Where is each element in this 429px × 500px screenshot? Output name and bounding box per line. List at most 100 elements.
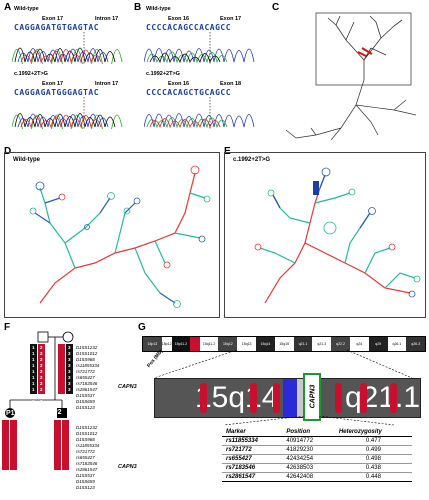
allele: 2 [40, 387, 43, 392]
capn3-gene-label: CAPN3 [309, 384, 317, 409]
panel-label-d: D [4, 146, 12, 157]
rna-structure-wt [29, 165, 211, 308]
panel-label-f: F [4, 322, 11, 333]
allele: 3 [68, 387, 71, 392]
het-cell: 0.438 [365, 465, 381, 471]
panel-label-e: E [224, 146, 231, 157]
exon17-label-b: Exon 17 [220, 16, 242, 22]
table-row: rs7183546 42638503 0.438 [222, 464, 412, 473]
wt-label-d: Wild-type [13, 157, 40, 163]
allele: 2 [40, 381, 43, 386]
ideo-band: 15p11.2 [171, 337, 191, 351]
het-cell: 0.499 [365, 447, 381, 453]
allele: 1 [32, 357, 35, 362]
position-cell: 42434254 [286, 456, 314, 462]
band-15q14-label: 15q14 [195, 381, 279, 414]
marker-cell: rs7183546 [226, 465, 256, 471]
marker-cell: rs721772 [226, 447, 252, 453]
marker-label: rs7183546 [76, 381, 98, 386]
ideo-band: 15q11.2 [199, 337, 219, 351]
ideo-band: 15q13 [237, 337, 257, 351]
marker-pin [335, 383, 342, 413]
marker-list-parents: D15S1232 D15S1012 D15S968 rs11855334 rs7… [76, 345, 99, 411]
rna-structure-wt-frame: Wild-type [4, 152, 220, 318]
allele: 2 [40, 357, 43, 362]
ideo-band: q21.1 [293, 337, 313, 351]
exon17-label-a: Exon 17 [42, 16, 64, 22]
marker-label: D15S123 [76, 405, 95, 410]
allele: 2 [40, 369, 43, 374]
exon16-label-b: Exon 16 [168, 16, 190, 22]
wt-sequence-a: CAGGAGATGTGAGTAC [14, 23, 100, 32]
allele: 3 [68, 375, 71, 380]
table-row: rs2861547 42642408 0.448 [222, 473, 412, 482]
position-cell: 40914772 [286, 438, 314, 444]
p1-label: P1 [6, 410, 15, 417]
ideo-band: 15p12 [161, 337, 172, 351]
marker-pin [360, 383, 367, 413]
ideo-band: 15p13 [143, 337, 162, 351]
allele: 3 [68, 369, 71, 374]
allele: 1 [32, 387, 35, 392]
mut-sequence-a: CAGGAGATGGGAGTAC [14, 88, 100, 97]
ideo-band: 15q15 [274, 337, 294, 351]
col-position: Position [286, 429, 311, 435]
marker-label: D15S537 [76, 393, 95, 398]
chromatogram-mut-a [12, 97, 123, 129]
marker-pin [273, 383, 280, 413]
ideo-band: 15q14 [256, 337, 275, 351]
ideo-band: 15q12 [218, 337, 238, 351]
col-marker: Marker [226, 429, 246, 435]
marker-label: rs2861547 [76, 467, 98, 472]
marker-label: rs7183546 [76, 461, 98, 466]
marker-label: rs655427 [76, 375, 95, 380]
marker-label: D15S968 [76, 357, 95, 362]
exon16-label-b-mut: Exon 16 [168, 81, 190, 87]
panel-label-g: G [138, 322, 146, 333]
allele: 2 [40, 375, 43, 380]
marker-table: Marker Position Heterozygosity rs1185533… [222, 428, 412, 482]
allele: 3 [68, 345, 71, 350]
allele: 1 [32, 363, 35, 368]
allele: 3 [68, 381, 71, 386]
marker-label: D15S659 [76, 399, 95, 404]
marker-label: D15S968 [76, 437, 95, 442]
region-bar: 15q14 q21.1 CAPN3 [154, 373, 421, 421]
splicing-tree-overview [285, 12, 417, 141]
chromatogram-mut-b [144, 97, 255, 129]
capn3-label-parents: CAPN3 [118, 384, 137, 390]
table-row: rs655427 42434254 0.498 [222, 455, 412, 464]
intron17-label-a-mut: Intron 17 [95, 81, 119, 87]
ideo-band: q21.3 [312, 337, 332, 351]
allele: 1 [32, 351, 35, 356]
marker-pin [200, 383, 207, 413]
mut-label-b: c.1992+2T>G [146, 71, 180, 77]
marker-label: rs2861547 [76, 387, 98, 392]
mut-sequence-b: CCCCACAGCTGCAGCC [146, 88, 232, 97]
allele: 2 [40, 345, 43, 350]
allele: 3 [68, 351, 71, 356]
marker-list-p2: D15S1232 D15S1012 D15S968 rs11855334 rs7… [76, 425, 99, 491]
table-row: rs11855334 40914772 0.477 [222, 437, 412, 446]
allele: 1 [32, 399, 35, 404]
marker-label: D15S1012 [76, 431, 98, 436]
position-cell: 42642408 [286, 474, 314, 480]
allele: 2 [40, 393, 43, 398]
allele: 3 [68, 399, 71, 404]
chromosome-ideogram: 15p13 15p12 15p11.2 15q11.2 15q12 15q13 … [142, 336, 426, 352]
allele: 2 [40, 399, 43, 404]
haplotype-mid: 2 2 2 2 2 2 2 2 2 2 2 [40, 345, 43, 411]
exon17-label-a-mut: Exon 17 [42, 81, 64, 87]
allele: 3 [68, 393, 71, 398]
rna-structure-mut-frame: c.1992+2T>G [224, 152, 426, 318]
chromatogram-wt-a [12, 32, 123, 64]
marker-pin [250, 383, 257, 413]
panel-label-c: C [272, 2, 280, 13]
marker-label: D15S537 [76, 473, 95, 478]
ideo-band: q22.2 [331, 337, 350, 351]
marker-label: D15S1232 [76, 345, 98, 350]
mut-label-a: c.1992+2T>G [14, 71, 48, 77]
allele: 1 [32, 369, 35, 374]
capn3-label-p2: CAPN3 [118, 464, 137, 470]
table-connector-lines [223, 416, 395, 426]
